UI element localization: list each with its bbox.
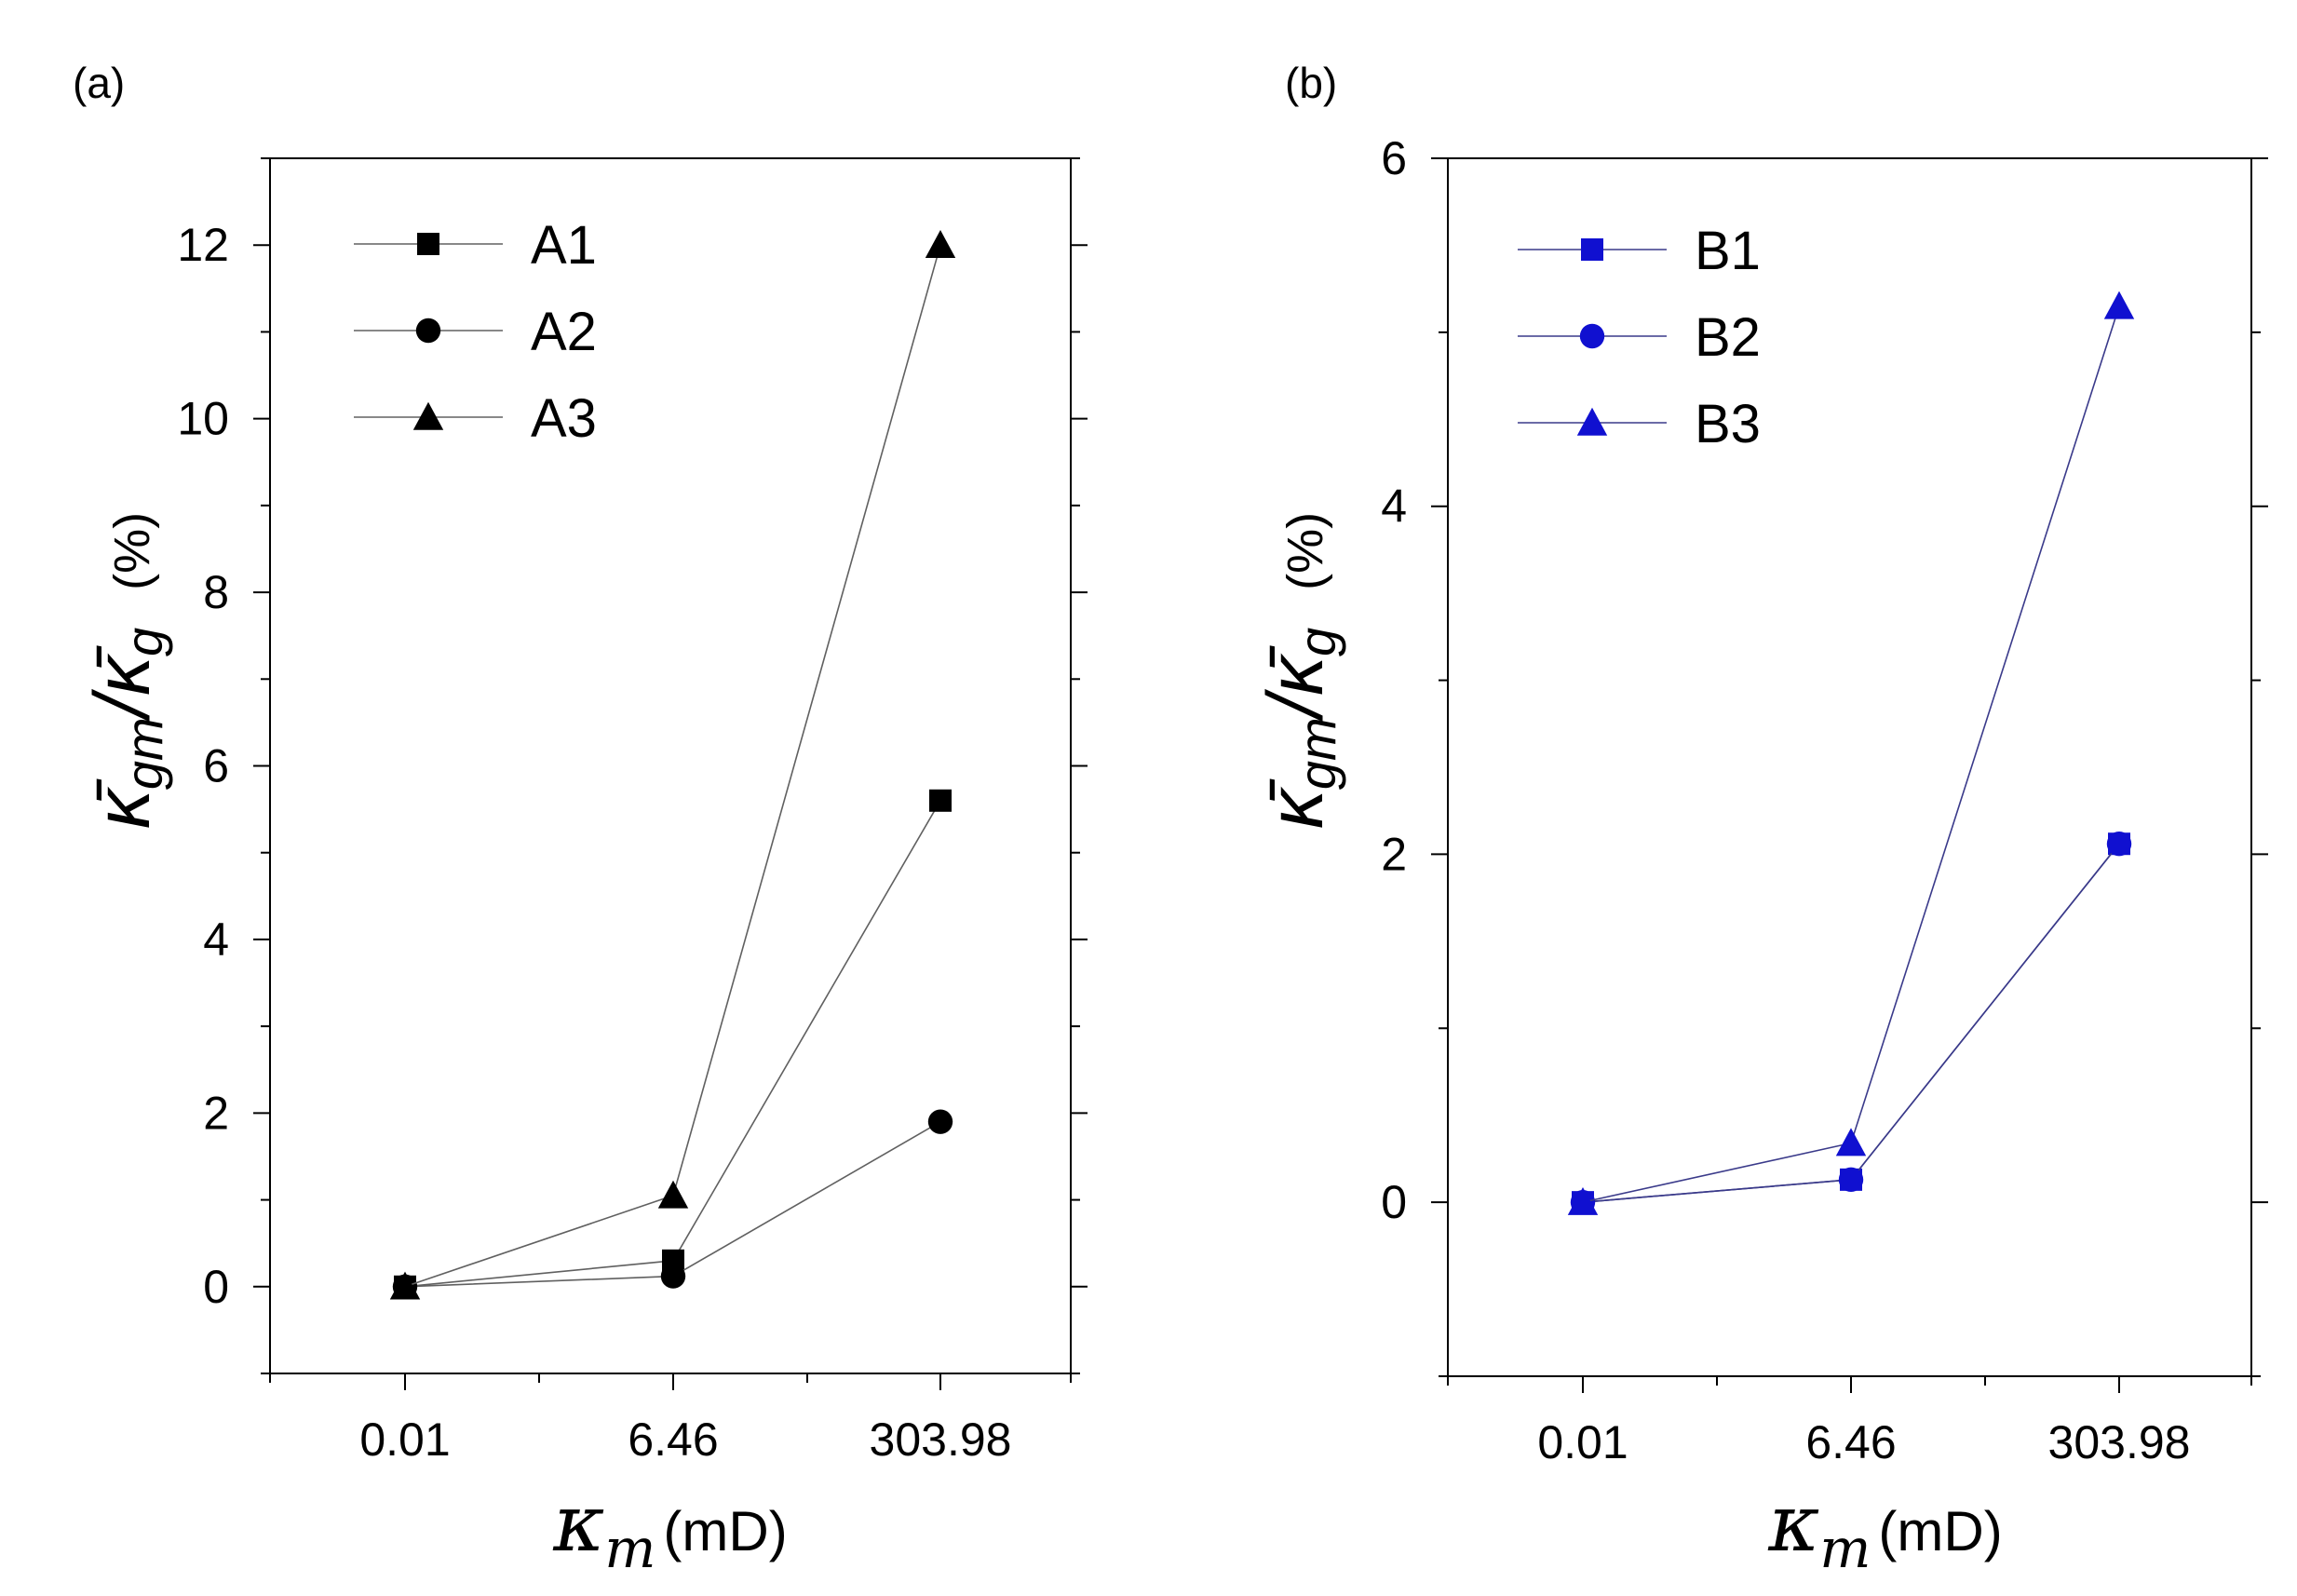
y-tick-label: 6 (1381, 132, 1407, 184)
x-axis-label-sub: m (1819, 1517, 1871, 1580)
legend-marker-B1 (1581, 238, 1603, 261)
x-axis-label-unit: (mD) (1878, 1500, 2002, 1562)
y-tick-label: 4 (203, 913, 229, 966)
legend-label-B2: B2 (1695, 307, 1761, 368)
y-axis-label: κ̄gm/κ̄g(%) (78, 512, 173, 829)
legend: A1 A2 A3 (354, 215, 597, 449)
legend-marker-B3 (1576, 407, 1608, 436)
x-tick-label: 303.98 (870, 1413, 1012, 1466)
legend-label-A2: A2 (531, 302, 597, 362)
y-tick-label: 2 (1381, 828, 1407, 880)
series-line-B3 (1582, 305, 2120, 1203)
data-point-B3-6.46 (1835, 1128, 1867, 1156)
series-line-A1 (404, 800, 941, 1288)
series-B2 (1570, 832, 2132, 1215)
plot-frame (1447, 157, 2252, 1377)
y-tick-label: 4 (1381, 480, 1407, 533)
y-tick-label: 12 (177, 219, 229, 271)
y-axis-label-sub2: g (115, 628, 173, 656)
y-tick-label: 10 (177, 393, 229, 445)
series-line-A3 (404, 244, 941, 1288)
x-tick-label: 0.01 (359, 1413, 450, 1466)
y-axis-label-sub1: gm (115, 717, 173, 790)
x-tick-label: 0.01 (1537, 1416, 1628, 1468)
y-axis-label-unit: (%) (1277, 512, 1333, 590)
y-axis-label-unit: (%) (104, 512, 160, 590)
y-tick-label: 0 (203, 1261, 229, 1313)
data-point-B2-6.46 (1838, 1167, 1864, 1193)
legend-label-B3: B3 (1695, 394, 1761, 454)
series-B1 (1572, 832, 2130, 1214)
x-axis-label: κm (mD) (1767, 1478, 2002, 1580)
y-tick-label: 6 (203, 740, 229, 792)
x-axis-label: κm (mD) (552, 1478, 787, 1580)
series-B3 (1567, 291, 2135, 1215)
legend-marker-B2 (1579, 323, 1605, 349)
data-point-A2-6.46 (660, 1264, 686, 1289)
y-tick-label: 8 (203, 566, 229, 618)
series-A1 (394, 789, 952, 1298)
data-point-A3-0.01 (389, 1271, 421, 1300)
x-axis-label-symbol: κ (552, 1478, 604, 1569)
panel-label: (a) (73, 59, 125, 107)
data-point-A3-6.46 (657, 1180, 689, 1209)
data-point-B2-303.98 (2106, 832, 2132, 857)
x-tick-label: 303.98 (2048, 1416, 2191, 1468)
y-axis-label-sub1: gm (1288, 717, 1346, 790)
data-point-A3-303.98 (925, 230, 956, 258)
legend-label-A3: A3 (531, 388, 597, 449)
x-tick-label: 6.46 (1805, 1416, 1896, 1468)
y-axis-label-sub2: g (1288, 628, 1346, 656)
y-axis-label: κ̄gm/κ̄g(%) (1251, 512, 1346, 829)
x-axis-label-sub: m (604, 1517, 655, 1580)
legend-label-B1: B1 (1695, 221, 1761, 281)
x-tick-label: 6.46 (628, 1413, 718, 1466)
legend-marker-A1 (417, 233, 439, 255)
y-tick-label: 2 (203, 1087, 229, 1139)
x-axis-label-symbol: κ (1767, 1478, 1819, 1569)
series-A3 (389, 230, 956, 1300)
legend-label-A1: A1 (531, 215, 597, 276)
data-point-A1-303.98 (929, 789, 952, 812)
data-point-B3-303.98 (2103, 291, 2135, 319)
panel-label: (b) (1285, 59, 1337, 107)
legend: B1 B2 B3 (1518, 221, 1761, 454)
y-tick-label: 0 (1381, 1176, 1407, 1228)
data-point-B3-0.01 (1567, 1186, 1599, 1215)
data-point-A2-303.98 (927, 1109, 953, 1134)
legend-marker-A3 (412, 401, 444, 430)
x-axis-label-unit: (mD) (663, 1500, 787, 1562)
legend-marker-A2 (415, 318, 441, 344)
